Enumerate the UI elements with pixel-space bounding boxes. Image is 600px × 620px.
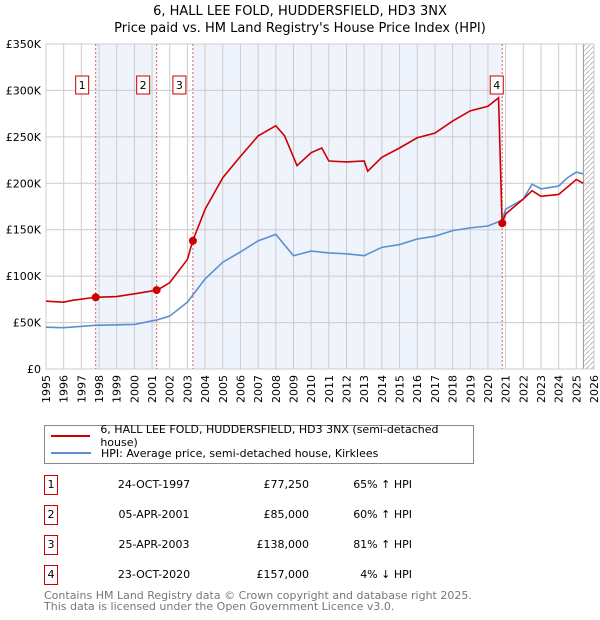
y-tick-label: £0 [27, 363, 41, 376]
x-tick-label: 2005 [217, 375, 230, 403]
x-tick-label: 2025 [570, 375, 583, 403]
shaded-period [192, 44, 503, 369]
sale-number: 4 [44, 565, 58, 585]
sale-point [188, 236, 197, 245]
x-tick-label: 2007 [252, 375, 265, 403]
sale-price: £77,250 [263, 478, 310, 491]
x-tick-label: 2008 [270, 375, 283, 403]
sale-row: 1 24-OCT-1997 £77,250 65% ↑ HPI [44, 475, 444, 495]
x-tick-label: 1998 [93, 375, 106, 403]
legend-red-label: 6, HALL LEE FOLD, HUDDERSFIELD, HD3 3NX … [100, 423, 439, 449]
x-tick-label: 2011 [323, 375, 336, 403]
x-tick-label: 2010 [305, 375, 318, 403]
legend: 6, HALL LEE FOLD, HUDDERSFIELD, HD3 3NX … [44, 423, 474, 464]
sale-label-box [172, 75, 187, 95]
x-tick-label: 2024 [553, 375, 566, 403]
sale-hpi-diff: 65% ↑ HPI [353, 478, 412, 491]
footer-line1: Contains HM Land Registry data © Crown c… [44, 589, 472, 602]
sale-point [498, 219, 507, 228]
sale-number: 3 [44, 535, 58, 555]
plot-border [45, 43, 595, 370]
sale-date: 25-APR-2003 [118, 538, 190, 551]
sale-row: 2 05-APR-2001 £85,000 60% ↑ HPI [44, 505, 444, 525]
price-chart: 1995 1996 1997 1998 1999 2000 2001 2002 2003 2004… [6, 38, 600, 403]
x-tick-label: 1997 [75, 375, 88, 403]
sale-hpi-diff: 60% ↑ HPI [353, 508, 412, 521]
y-tick-label: £350K [6, 38, 42, 51]
x-tick-label: 2014 [376, 375, 389, 403]
sale-number: 1 [44, 475, 58, 495]
sale-label-box [489, 75, 504, 95]
y-tick-label: £50K [13, 317, 42, 330]
sale-hpi-diff: 81% ↑ HPI [353, 538, 412, 551]
x-tick-label: 2020 [482, 375, 495, 403]
x-tick-label: 2021 [500, 375, 513, 403]
sale-label: 1 [79, 79, 86, 92]
sale-number: 2 [44, 505, 58, 525]
y-tick-label: £250K [6, 131, 42, 144]
x-tick-label: 2001 [146, 375, 159, 403]
x-tick-label: 2018 [447, 375, 460, 403]
y-tick-label: £150K [6, 224, 42, 237]
x-tick-label: 2022 [517, 375, 530, 403]
shaded-period [95, 44, 157, 369]
sale-price: £85,000 [263, 508, 310, 521]
legend-blue-line [51, 452, 91, 454]
legend-blue-label: HPI: Average price, semi-detached house,… [101, 446, 379, 460]
sale-label: 2 [140, 79, 147, 92]
y-tick-label: £300K [6, 84, 42, 97]
future-hatch [583, 44, 594, 369]
x-tick-label: 2019 [464, 375, 477, 403]
sale-point [152, 286, 161, 295]
sale-label-box [136, 75, 151, 95]
series-line [45, 96, 584, 303]
series-line [45, 171, 584, 329]
sale-row: 3 25-APR-2003 £138,000 81% ↑ HPI [44, 535, 444, 555]
x-tick-label: 2002 [164, 375, 177, 403]
sale-date: 23-OCT-2020 [117, 568, 191, 581]
chart-title: 6, HALL LEE FOLD, HUDDERSFIELD, HD3 3NX [153, 4, 447, 19]
sale-label: 4 [493, 79, 500, 92]
y-tick-label: £200K [6, 177, 42, 190]
footer-line2: This data is licensed under the Open Gov… [44, 600, 395, 613]
x-tick-label: 2016 [411, 375, 424, 403]
x-tick-label: 2023 [535, 375, 548, 403]
x-tick-label: 2003 [181, 375, 194, 403]
sale-label: 3 [176, 79, 183, 92]
sale-point [91, 293, 100, 302]
x-tick-label: 2006 [234, 375, 247, 403]
sale-price: £157,000 [256, 568, 310, 581]
x-tick-label: 2015 [394, 375, 407, 403]
x-tick-label: 2017 [429, 375, 442, 403]
sale-date: 05-APR-2001 [118, 508, 190, 521]
sale-date: 24-OCT-1997 [117, 478, 191, 491]
x-tick-label: 2000 [128, 375, 141, 403]
sale-hpi-diff: 4% ↓ HPI [360, 568, 412, 581]
y-tick-label: £100K [6, 270, 42, 283]
sale-price: £138,000 [256, 538, 310, 551]
sale-label-box [75, 75, 90, 95]
x-tick-label: 2004 [199, 375, 212, 403]
chart-subtitle: Price paid vs. HM Land Registry's House … [114, 21, 486, 36]
sale-row: 4 23-OCT-2020 £157,000 4% ↓ HPI [44, 565, 444, 585]
legend-red-line [51, 435, 91, 437]
x-tick-label: 2013 [358, 375, 371, 403]
x-tick-label: 2009 [287, 375, 300, 403]
x-tick-label: 1999 [111, 375, 124, 403]
x-tick-label: 1995 [40, 375, 53, 403]
x-tick-label: 2026 [588, 375, 600, 403]
x-tick-label: 2012 [341, 375, 354, 403]
x-tick-label: 1996 [58, 375, 71, 403]
